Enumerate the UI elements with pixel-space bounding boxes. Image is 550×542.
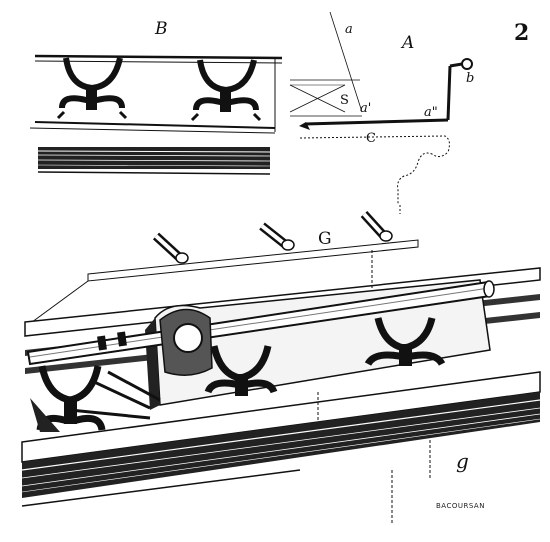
monogram: g (456, 449, 469, 473)
fork-hook-left (56, 57, 128, 120)
fork-hook-main-middle (204, 345, 278, 396)
label-g: G (318, 229, 332, 249)
detail-a-panel: a A 2 b S a' a" C (289, 11, 529, 214)
point-b-label: b (466, 71, 474, 86)
lever-rod (299, 58, 473, 130)
peg-left (152, 232, 189, 264)
point-a-prime-label: a' (360, 101, 371, 116)
engraver-signature: BACOURSAN (436, 502, 485, 510)
long-rod (26, 280, 495, 366)
detail-a-label: A (400, 33, 414, 53)
point-a-double-prime-label: a" (424, 105, 438, 120)
detail-b-label: B (154, 19, 168, 39)
fork-hook-main-right (364, 317, 446, 366)
main-view: G (21, 210, 541, 525)
angled-struts (30, 370, 161, 432)
point-c-label: C (366, 131, 376, 146)
lower-beam (21, 371, 541, 507)
peg-middle (259, 222, 295, 251)
point-a-label: a (345, 22, 353, 37)
rod-bearing-block (159, 308, 213, 376)
peg-right (360, 210, 393, 242)
figure-number: 2 (514, 20, 529, 46)
detail-b-base-rail (37, 147, 271, 175)
crossed-box-s (289, 84, 346, 113)
upper-board (27, 239, 419, 326)
fork-hook-right (190, 59, 262, 122)
point-s-label: S (340, 93, 349, 108)
detail-b-panel: B (29, 19, 283, 175)
